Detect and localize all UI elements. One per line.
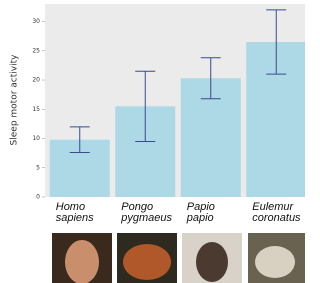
figure: Sleep motor activity 0 5 10 15 20 25 30 Homo s… xyxy=(0,0,305,283)
chart: Sleep motor activity 0 5 10 15 20 25 30 xyxy=(0,0,305,283)
y-axis-label: Sleep motor activity xyxy=(10,54,20,146)
photo-face xyxy=(255,246,295,278)
y-tick-label: 15 xyxy=(32,106,40,113)
x-tick-label: Eulemur coronatus xyxy=(252,202,305,224)
photo-face xyxy=(123,244,171,280)
photo-face xyxy=(196,242,228,282)
photos xyxy=(52,233,305,283)
x-tick-label: Homo sapiens xyxy=(56,202,112,224)
y-tick-label: 25 xyxy=(32,47,40,54)
bar xyxy=(246,42,305,197)
y-tick-label: 10 xyxy=(32,135,40,142)
y-tick-label: 5 xyxy=(36,164,40,171)
x-tick-label: Pongo pygmaeus xyxy=(121,202,177,224)
x-tick-label: Papio papio xyxy=(187,202,243,224)
photo-face xyxy=(65,240,99,283)
y-tick-label: 20 xyxy=(32,77,40,84)
y-tick-label: 30 xyxy=(32,18,40,25)
y-tick-label: 0 xyxy=(36,194,40,201)
